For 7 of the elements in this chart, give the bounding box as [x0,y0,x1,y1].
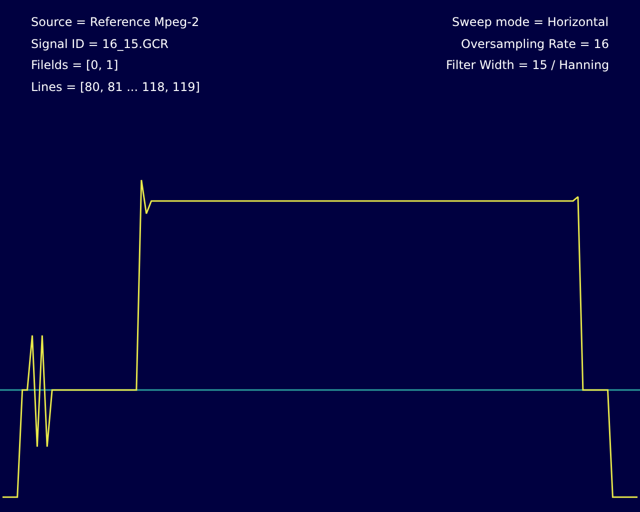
text: Filter Width = 15 / Hanning [446,58,610,72]
text: Lines = [80, 81 ... 118, 119] [31,80,200,94]
text: Oversampling Rate = 16 [461,37,609,51]
text: Signal ID = 16_15.GCR [31,37,169,51]
text: Sweep mode = Horizontal [452,15,609,29]
text: Filelds = [0, 1] [31,58,118,72]
source-note: Source = Reference Mpeg-2 [31,15,200,29]
